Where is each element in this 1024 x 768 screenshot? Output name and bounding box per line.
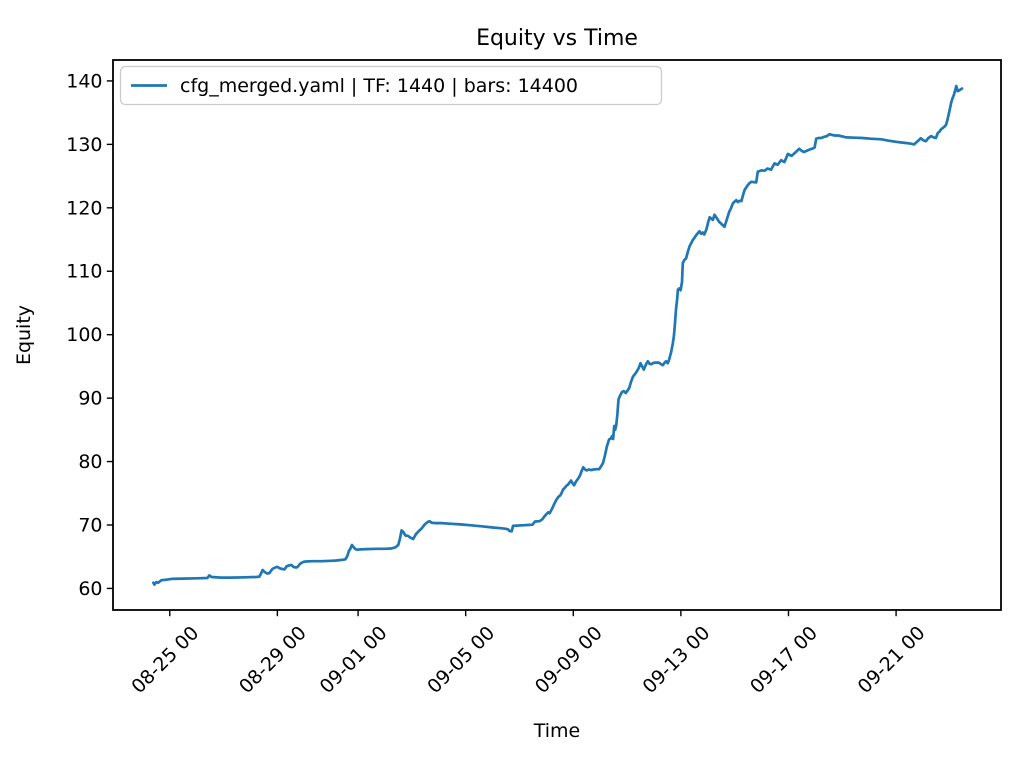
chart-title: Equity vs Time — [476, 26, 638, 51]
legend-box — [119, 65, 663, 106]
y-tick-label: 100 — [66, 324, 102, 346]
y-tick-label: 120 — [66, 197, 102, 219]
y-tick-label: 140 — [66, 70, 102, 92]
legend: cfg_merged.yaml | TF: 1440 | bars: 14400 — [119, 65, 663, 106]
x-axis-label: Time — [533, 720, 581, 742]
y-axis-label: Equity — [13, 305, 35, 365]
legend-label: cfg_merged.yaml | TF: 1440 | bars: 14400 — [180, 75, 578, 97]
equity-line — [152, 84, 964, 586]
y-tick-label: 70 — [78, 514, 102, 536]
y-tick-label: 60 — [78, 578, 102, 600]
y-tick-label: 130 — [66, 134, 102, 156]
y-axis-ticks: 60 70 80 90 100 110 120 130 140 — [66, 70, 113, 600]
y-tick-label: 80 — [78, 451, 102, 473]
y-tick-label: 110 — [66, 261, 102, 283]
y-tick-label: 90 — [78, 388, 102, 410]
